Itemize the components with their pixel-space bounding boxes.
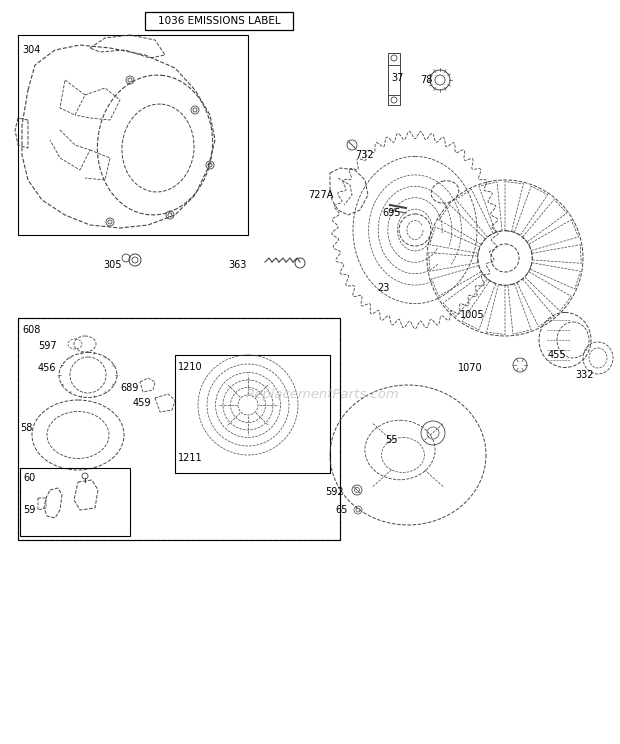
Bar [18, 318, 340, 540]
Text: 37: 37 [391, 73, 404, 83]
Text: 1070: 1070 [458, 363, 482, 373]
Text: 78: 78 [420, 75, 432, 85]
Text: 1005: 1005 [460, 310, 485, 320]
Text: 727A: 727A [308, 190, 334, 200]
Text: 59: 59 [23, 505, 35, 515]
Text: ReplacementParts.com: ReplacementParts.com [246, 388, 399, 401]
Text: 65: 65 [335, 505, 347, 515]
Text: 332: 332 [575, 370, 593, 380]
Text: 363: 363 [228, 260, 246, 270]
Text: 23: 23 [377, 283, 389, 293]
Text: 608: 608 [22, 325, 40, 335]
Text: 58: 58 [20, 423, 32, 433]
Text: 304: 304 [22, 45, 40, 55]
Text: 592: 592 [325, 487, 343, 497]
Bar [145, 12, 293, 30]
Text: 1210: 1210 [178, 362, 203, 372]
Bar [18, 35, 248, 235]
Text: 459: 459 [133, 398, 151, 408]
Bar [388, 53, 400, 105]
Text: 305: 305 [103, 260, 122, 270]
Text: 456: 456 [38, 363, 56, 373]
Text: 695: 695 [382, 208, 401, 218]
Text: 689: 689 [120, 383, 138, 393]
Text: 597: 597 [38, 341, 56, 351]
Text: 732: 732 [355, 150, 374, 160]
Text: 1036 EMISSIONS LABEL: 1036 EMISSIONS LABEL [157, 16, 280, 26]
Text: 55: 55 [385, 435, 397, 445]
Text: 1211: 1211 [178, 453, 203, 463]
Bar [20, 468, 130, 536]
Text: 455: 455 [548, 350, 567, 360]
Bar [18, 318, 340, 540]
Text: 60: 60 [23, 473, 35, 483]
Bar [175, 355, 330, 473]
Bar [175, 355, 330, 473]
